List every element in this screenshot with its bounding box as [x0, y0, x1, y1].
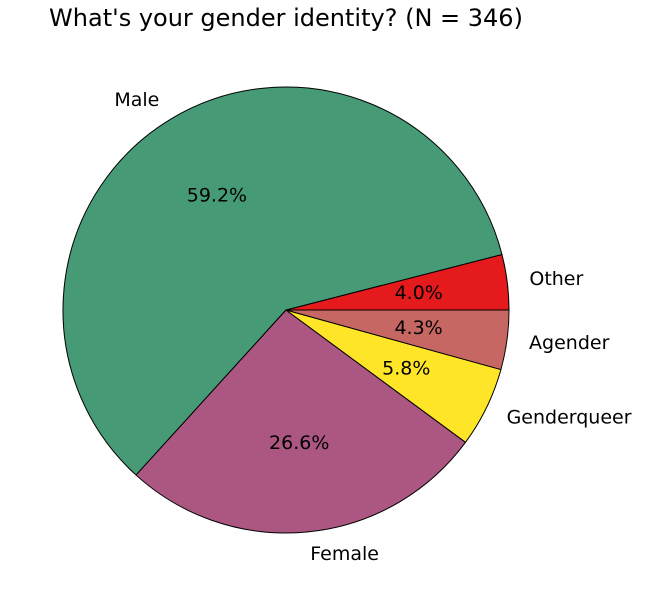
pie-slice-female: [135, 309, 466, 534]
slice-label-genderqueer: Genderqueer: [507, 406, 632, 428]
slice-label-male: Male: [114, 89, 159, 111]
slice-label-agender: Agender: [529, 332, 610, 354]
slice-label-female: Female: [310, 543, 379, 565]
pie-slice-agender: [285, 309, 510, 371]
percent-labels-layer: 4.0% 59.2% 26.6% 5.8% 4.3%: [187, 184, 443, 454]
slice-percent-other: 4.0%: [395, 282, 443, 304]
chart-title: What's your gender identity? (N = 346): [49, 4, 523, 32]
slice-percent-agender: 4.3%: [394, 317, 442, 339]
pie-slice-male: [62, 86, 503, 476]
slice-percent-male: 59.2%: [187, 184, 247, 206]
slice-percent-genderqueer: 5.8%: [382, 358, 430, 380]
labels-layer: Other Male Female Genderqueer Agender: [114, 89, 631, 565]
slices-layer: [62, 86, 510, 534]
slice-label-other: Other: [529, 268, 583, 290]
slice-percent-female: 26.6%: [269, 432, 329, 454]
